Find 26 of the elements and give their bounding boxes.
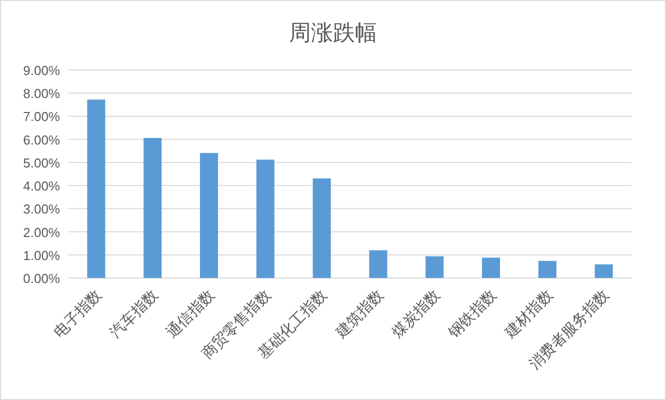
bar [594, 264, 613, 278]
bar [200, 152, 218, 278]
bar [256, 160, 274, 278]
y-tick-label: 0.00% [23, 271, 60, 286]
bar [538, 260, 556, 278]
bar [312, 178, 331, 278]
bar [482, 258, 500, 278]
x-tick-label: 电子指数 [50, 286, 106, 342]
y-tick-label: 7.00% [23, 109, 60, 124]
y-tick-label: 6.00% [23, 132, 60, 148]
x-tick-label: 煤炭指数 [388, 286, 444, 342]
y-tick-label: 3.00% [23, 202, 60, 217]
y-tick-label: 9.00% [23, 63, 60, 78]
bar [369, 250, 388, 278]
y-tick-label: 2.00% [23, 224, 60, 240]
bar [87, 100, 106, 278]
y-tick-label: 5.00% [23, 155, 60, 170]
y-tick-label: 8.00% [23, 86, 60, 102]
bar [144, 138, 162, 278]
x-tick-label: 建筑指数 [332, 286, 388, 342]
x-tick-label: 汽车指数 [106, 286, 162, 342]
y-tick-label: 4.00% [23, 178, 60, 194]
x-tick-label: 钢铁指数 [444, 286, 500, 342]
y-tick-label: 1.00% [23, 248, 60, 263]
chart-title: 周涨跌幅 [289, 20, 377, 45]
bar [426, 256, 444, 278]
